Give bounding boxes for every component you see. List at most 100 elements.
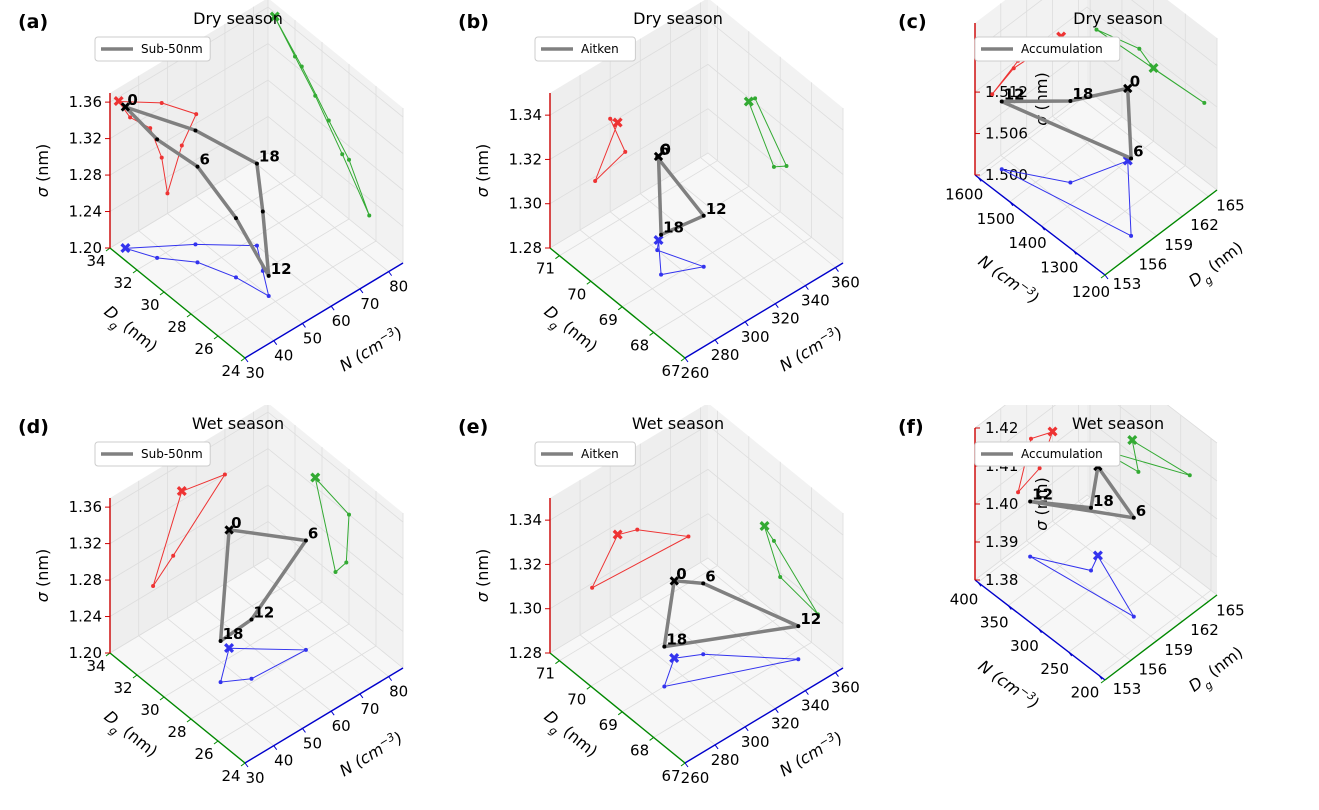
grid-line [549, 424, 844, 536]
sigma-projection-point [159, 100, 164, 105]
main-path-point [195, 164, 200, 169]
sigma-projection-point [179, 489, 184, 494]
dg-tick-label: 28 [167, 318, 186, 336]
dg-tick-label: 165 [1216, 602, 1245, 620]
dg-tick-label: 26 [194, 340, 213, 358]
n-axis-line [244, 262, 404, 359]
main-path-point [659, 232, 664, 237]
sigma-axis-label: σ (nm) [33, 144, 52, 197]
n-projection-point [701, 652, 706, 657]
n-tick-label: 300 [741, 328, 770, 346]
hour-label: 0 [1130, 72, 1140, 90]
dg-tick-label: 156 [1139, 660, 1168, 678]
sigma-tick-label: 1.42 [985, 419, 1018, 437]
legend: Sub-50nm [94, 441, 211, 467]
n-tick [388, 676, 393, 681]
dg-tick [586, 685, 592, 690]
n-projection-start-marker: ✖ [223, 639, 236, 657]
sigma-projection-point [1029, 436, 1033, 441]
dg-projection-point [1151, 66, 1156, 71]
dg-axis-line [109, 247, 246, 359]
dg-tick [1152, 235, 1157, 240]
dg-projection-point [313, 93, 318, 98]
panel-title: Wet season [632, 414, 724, 433]
dg-projection-point [313, 475, 318, 480]
n-projection-point [1028, 554, 1033, 559]
dg-axis-label: Dg (nm) [537, 707, 601, 765]
main-path-point [218, 639, 223, 644]
n-tick [835, 267, 839, 272]
dg-tick [1204, 601, 1209, 605]
main-path-point [701, 581, 706, 586]
dg-tick [680, 762, 686, 767]
chart-panel: 1200 1300 1400 1500 1600 153 156 159 162 165 1.500… [880, 0, 1319, 405]
n-tick [330, 305, 335, 311]
sigma-projection-start-marker: ✖ [611, 114, 624, 132]
dg-projection-point [762, 524, 767, 529]
dg-axis-line [549, 652, 686, 764]
dg-tick-label: 67 [661, 767, 680, 785]
sigma-projection-point [179, 143, 184, 148]
grid-line [549, 19, 844, 131]
n-projection-point [796, 657, 801, 662]
sigma-axis-label: σ (nm) [1032, 477, 1051, 530]
n-tick-label: 320 [771, 310, 800, 328]
n-tick-label: 300 [1010, 637, 1039, 655]
sigma-projection-start-marker: ✖ [176, 482, 189, 500]
sigma-tick-label: 1.34 [509, 106, 542, 124]
n-tick-label: 360 [831, 679, 860, 697]
n-projection-start-marker: ✖ [119, 239, 132, 257]
main-path-point [1129, 156, 1134, 161]
dg-tick-label: 68 [630, 336, 649, 354]
n-projection-point [672, 656, 677, 661]
grid-line [974, 405, 1218, 444]
dg-projection-start-marker: ✖ [1126, 432, 1139, 450]
main-path-point [796, 624, 801, 629]
grid-line [109, 484, 404, 596]
grid-line [109, 557, 404, 669]
n-projection-point [155, 255, 160, 260]
hour-label: 6 [199, 151, 209, 169]
dg-tick-label: 34 [86, 657, 105, 675]
main-path-point [999, 99, 1004, 104]
panel-title: Dry season [1073, 9, 1163, 28]
dg-tick [649, 332, 654, 336]
back-pane-left [110, 405, 268, 653]
n-tick-label: 300 [741, 733, 770, 751]
sigma-tick-label: 1.28 [69, 571, 102, 589]
main-path-point [155, 137, 160, 142]
n-tick [714, 339, 719, 345]
n-projection-point [999, 167, 1004, 172]
sigma-projection-point [116, 99, 121, 104]
main-path-point [1089, 505, 1094, 510]
n-axis-label: N (cm−3) [975, 655, 1044, 713]
dg-projection-point [778, 574, 783, 579]
n-tick-label: 1600 [945, 185, 983, 203]
panel-title: Dry season [633, 9, 723, 28]
n-projection-point [249, 676, 254, 681]
hour-label: 0 [231, 514, 241, 532]
main-path-point [701, 213, 706, 218]
sigma-projection-point [686, 534, 691, 539]
grid-line [549, 63, 844, 175]
dg-projection-point [326, 118, 331, 123]
dg-projection-point [1137, 46, 1142, 51]
grid-line [974, 6, 1218, 108]
sigma-projection-point [165, 191, 170, 196]
dg-tick [240, 762, 246, 767]
n-tick-label: 360 [831, 274, 860, 292]
sigma-projection-start-marker: ✖ [112, 92, 125, 110]
sigma-projection-point [128, 115, 133, 120]
sigma-tick-label: 1.32 [69, 535, 102, 553]
dg-projection-point [753, 96, 758, 101]
back-pane-left [110, 0, 268, 248]
legend: Accumulation [974, 36, 1121, 62]
n-axis-line [684, 262, 844, 359]
grid-line [109, 521, 404, 632]
dg-projection-point [367, 213, 372, 218]
n-projection-point [303, 647, 308, 652]
